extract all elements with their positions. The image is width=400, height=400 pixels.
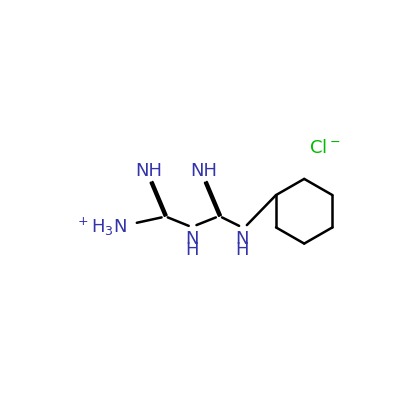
Text: N: N <box>185 230 198 248</box>
Text: $^+$H$_3$N: $^+$H$_3$N <box>76 216 128 238</box>
Text: NH: NH <box>136 162 163 180</box>
Text: NH: NH <box>190 162 217 180</box>
Text: H: H <box>185 241 198 259</box>
Text: Cl$^-$: Cl$^-$ <box>310 139 341 157</box>
Text: H: H <box>236 241 249 259</box>
Text: N: N <box>236 230 249 248</box>
